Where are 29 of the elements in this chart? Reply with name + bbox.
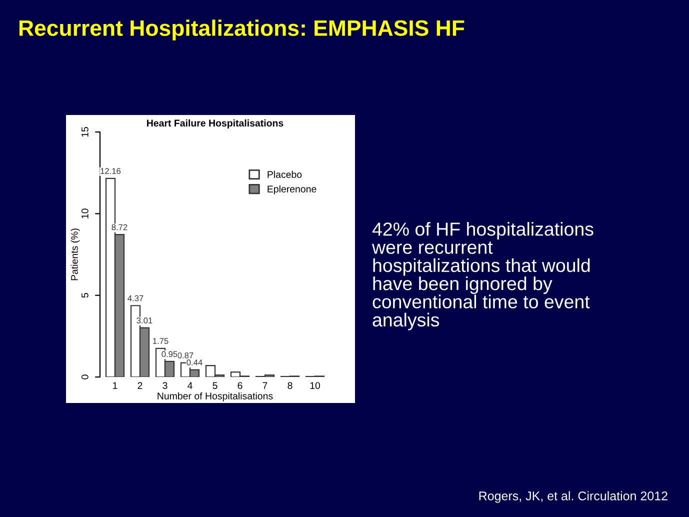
chart-subtitle: Heart Failure Hospitalisations (147, 119, 284, 128)
y-tick-label: 0 (81, 374, 88, 380)
legend-label: Placebo (268, 170, 302, 178)
x-tick-label: 5 (212, 382, 218, 389)
data-label: 0.87 (178, 352, 194, 358)
x-tick-label: 6 (238, 382, 242, 389)
x-tick-label: 2 (138, 382, 142, 389)
chart-title: Recurrent Hospitalizations: EMPHASIS HF (19, 20, 464, 40)
data-label: 0.44 (186, 359, 202, 366)
x-axis-title: Number of Hospitalisations (158, 392, 273, 402)
x-tick-label: 4 (188, 382, 192, 389)
x-tick-label: 8 (288, 382, 292, 389)
data-label: 12.16 (100, 168, 121, 174)
data-label: 3.01 (136, 318, 152, 324)
y-axis-title: Patients (%) (70, 228, 80, 280)
x-tick-label: 3 (162, 382, 168, 389)
text: 42% of HF hospitalizations were recurrent hospitalizations that would have been ignored by conventional time to event analysis (372, 222, 594, 330)
y-tick-label: 10 (81, 208, 88, 218)
legend-label: Eplerenone (268, 185, 316, 194)
y-tick-label: 5 (82, 293, 88, 298)
x-tick-label: 1 (113, 382, 118, 389)
data-label: 4.37 (128, 295, 144, 302)
x-tick-label: 7 (262, 382, 268, 389)
data-label: 1.75 (153, 338, 168, 344)
x-tick-label: 10 (310, 382, 320, 389)
text: Rogers, JK, et al. Circulation 2012 (479, 491, 668, 503)
data-label: 8.72 (112, 224, 128, 230)
data-label: 0.95 (162, 351, 178, 358)
y-tick-label: 15 (82, 127, 88, 137)
